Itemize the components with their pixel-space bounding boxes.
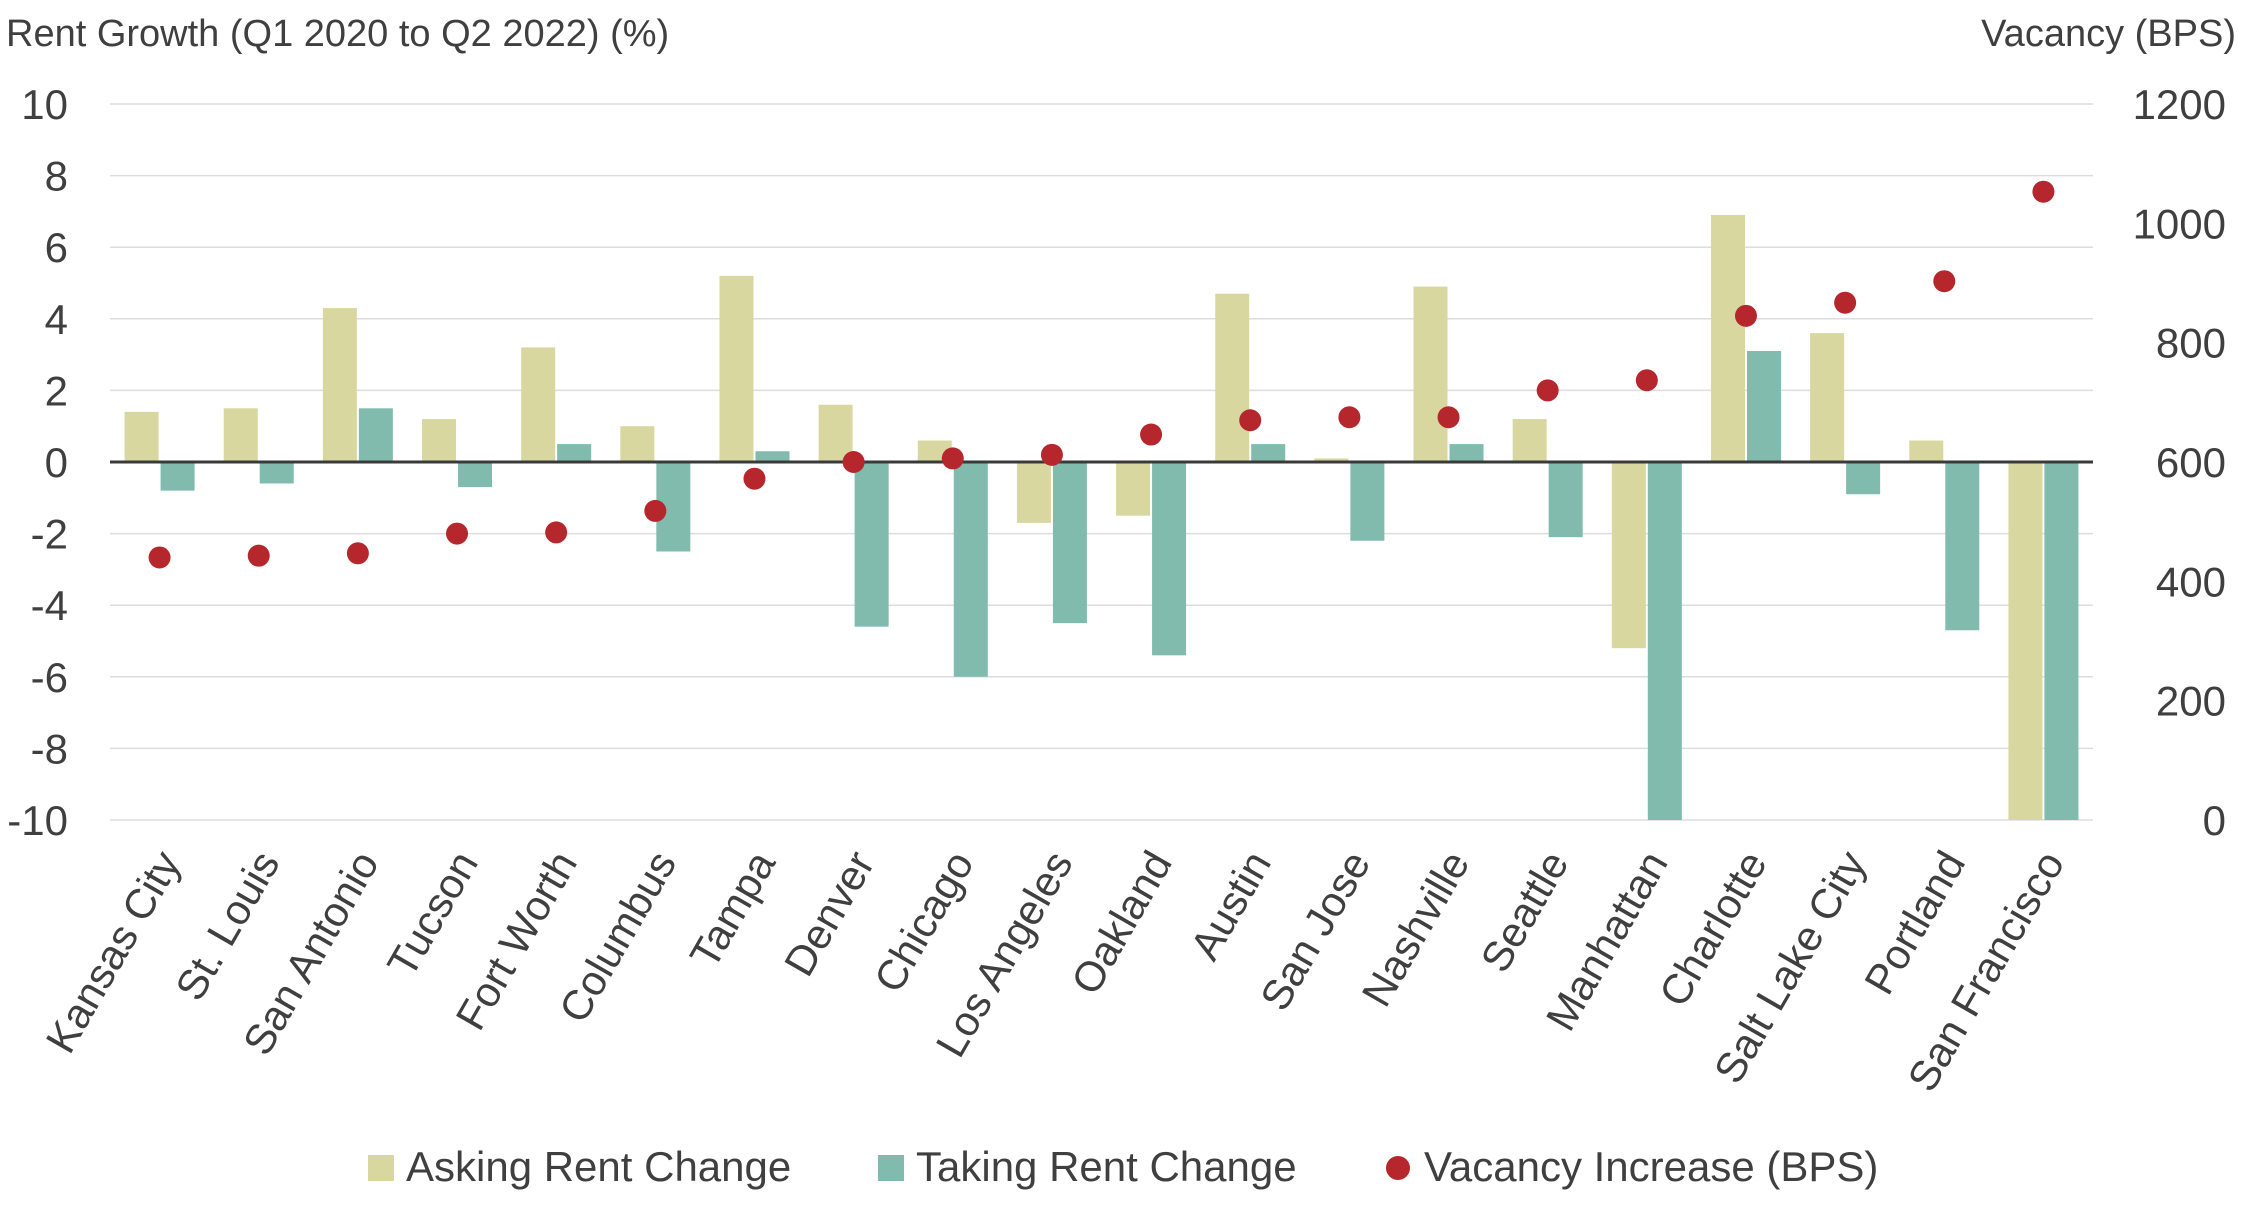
taking-bar-seattle — [1548, 462, 1583, 538]
category-label: Austin — [1181, 843, 1280, 968]
vacancy-dot-kansas-city — [148, 546, 171, 569]
asking-bar-kansas-city — [124, 411, 159, 462]
right-axis-title: Vacancy (BPS) — [1981, 13, 2236, 55]
asking-bar-fort-worth — [521, 347, 556, 462]
vacancy-dot-oakland — [1140, 423, 1163, 446]
left-tick-label: 6 — [45, 224, 68, 271]
taking-bar-tucson — [458, 462, 493, 488]
right-tick-label: 1000 — [2133, 200, 2226, 247]
taking-bar-san-jose — [1350, 462, 1385, 541]
left-tick-label: -2 — [31, 511, 68, 558]
legend-label-asking: Asking Rent Change — [406, 1143, 791, 1190]
taking-bar-st-louis — [259, 462, 294, 484]
asking-bar-oakland — [1116, 462, 1151, 516]
vacancy-dot-los-angeles — [1040, 443, 1063, 466]
category-label: Kansas City — [37, 843, 190, 1061]
taking-bar-san-antonio — [358, 408, 393, 462]
vacancy-dot-san-antonio — [346, 542, 369, 565]
taking-bar-fort-worth — [557, 444, 592, 462]
taking-bar-charlotte — [1746, 351, 1781, 462]
taking-bar-san-francisco — [2044, 462, 2079, 820]
legend-swatch-vacancy — [1386, 1156, 1410, 1180]
vacancy-dot-san-francisco — [2032, 180, 2055, 203]
bars — [124, 214, 2079, 820]
left-tick-label: -10 — [7, 797, 68, 844]
taking-bar-portland — [1945, 462, 1980, 631]
vacancy-dot-portland — [1933, 270, 1956, 293]
category-label: Tucson — [378, 843, 487, 984]
category-label: Denver — [775, 843, 883, 984]
asking-bar-austin — [1215, 293, 1250, 462]
left-tick-label: 0 — [45, 439, 68, 486]
left-tick-label: 4 — [45, 296, 68, 343]
vacancy-dot-seattle — [1536, 379, 1559, 402]
left-axis-title: Rent Growth (Q1 2020 to Q2 2022) (%) — [6, 13, 669, 55]
vacancy-dot-tampa — [743, 467, 766, 490]
vacancy-dot-fort-worth — [545, 521, 568, 544]
asking-bar-san-antonio — [322, 308, 357, 462]
taking-bar-los-angeles — [1052, 462, 1087, 624]
right-tick-label: 200 — [2156, 678, 2226, 725]
right-tick-label: 1200 — [2133, 81, 2226, 128]
asking-bar-manhattan — [1611, 462, 1646, 649]
taking-bar-kansas-city — [160, 462, 195, 491]
taking-bar-manhattan — [1647, 462, 1682, 820]
asking-bar-charlotte — [1710, 214, 1745, 462]
asking-bar-los-angeles — [1016, 462, 1051, 523]
vacancy-dot-st-louis — [247, 544, 270, 567]
vacancy-dot-manhattan — [1635, 369, 1658, 392]
asking-bar-st-louis — [223, 408, 258, 462]
asking-bar-san-jose — [1314, 458, 1349, 462]
taking-bar-denver — [854, 462, 889, 627]
vacancy-dot-denver — [842, 451, 865, 473]
right-tick-label: 0 — [2203, 797, 2226, 844]
taking-bar-salt-lake-city — [1846, 462, 1881, 495]
legend-label-taking: Taking Rent Change — [916, 1143, 1297, 1190]
taking-bar-oakland — [1152, 462, 1187, 656]
left-tick-label: -4 — [31, 582, 68, 629]
left-tick-label: -6 — [31, 654, 68, 701]
taking-bar-tampa — [755, 451, 790, 462]
left-tick-label: 10 — [21, 81, 68, 128]
asking-bar-seattle — [1512, 419, 1547, 462]
right-tick-label: 600 — [2156, 439, 2226, 486]
taking-bar-austin — [1251, 444, 1286, 462]
vacancy-dot-columbus — [644, 499, 667, 522]
right-tick-label: 800 — [2156, 320, 2226, 367]
asking-bar-salt-lake-city — [1810, 333, 1845, 462]
legend-swatch-asking — [368, 1155, 394, 1181]
asking-bar-columbus — [620, 426, 655, 462]
vacancy-dot-austin — [1239, 409, 1262, 432]
asking-bar-tucson — [422, 419, 457, 462]
category-label: Seattle — [1471, 843, 1577, 980]
taking-bar-chicago — [953, 462, 988, 677]
vacancy-dot-tucson — [446, 522, 469, 545]
asking-bar-portland — [1909, 440, 1944, 462]
vacancy-dot-salt-lake-city — [1834, 291, 1857, 314]
right-axis-ticks: 1200 1000 800 600 400 200 0 — [2133, 81, 2226, 844]
legend: Asking Rent Change Taking Rent Change Va… — [368, 1143, 1878, 1190]
asking-bar-san-francisco — [2008, 462, 2043, 820]
asking-bar-tampa — [719, 275, 754, 462]
asking-bar-nashville — [1413, 286, 1448, 462]
left-axis-ticks: 10 8 6 4 2 0 -2 -4 -6 -8 -10 — [7, 81, 68, 844]
vacancy-dot-charlotte — [1734, 304, 1757, 327]
vacancy-dot-san-jose — [1338, 406, 1361, 429]
vacancy-dot-chicago — [941, 447, 964, 470]
legend-label-vacancy: Vacancy Increase (BPS) — [1424, 1143, 1878, 1190]
vacancy-dots — [148, 180, 2055, 569]
left-tick-label: -8 — [31, 725, 68, 772]
asking-bar-denver — [818, 404, 853, 462]
right-tick-label: 400 — [2156, 558, 2226, 605]
taking-bar-nashville — [1449, 444, 1484, 462]
left-tick-label: 8 — [45, 153, 68, 200]
vacancy-dot-nashville — [1437, 406, 1460, 429]
legend-swatch-taking — [878, 1155, 904, 1181]
left-tick-label: 2 — [45, 367, 68, 414]
category-label: Tampa — [681, 842, 785, 975]
